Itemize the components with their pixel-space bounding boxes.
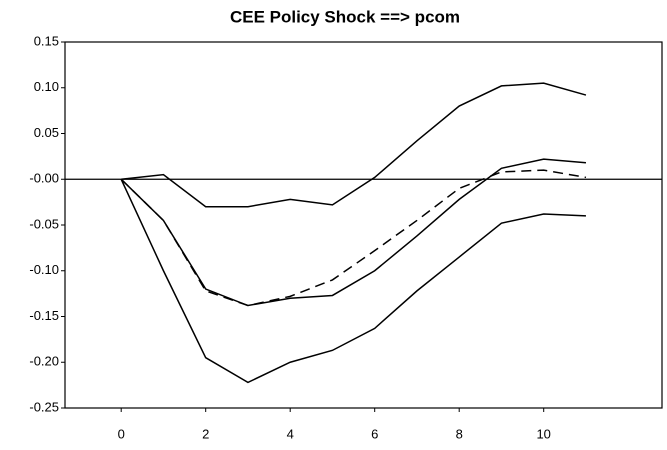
x-tick-label: 0 [118, 426, 125, 441]
y-tick-label: -0.10 [29, 262, 59, 277]
y-tick-label: -0.00 [29, 171, 59, 186]
y-tick-label: -0.25 [29, 399, 59, 414]
x-tick-label: 8 [456, 426, 463, 441]
y-tick-label: 0.15 [34, 33, 59, 48]
x-tick-label: 4 [287, 426, 294, 441]
series-line [120, 158, 587, 307]
y-tick-label: 0.05 [34, 125, 59, 140]
x-tick-label: 6 [371, 426, 378, 441]
y-tick-label: -0.20 [29, 354, 59, 369]
plot-frame [64, 41, 663, 409]
y-tick-label: 0.10 [34, 79, 59, 94]
x-tick-label: 2 [202, 426, 209, 441]
series-line [121, 82, 587, 208]
series-line [120, 169, 587, 307]
chart-title: CEE Policy Shock ==> pcom [230, 7, 460, 26]
y-tick-label: -0.05 [29, 216, 59, 231]
x-tick-label: 10 [536, 426, 550, 441]
series-line [120, 178, 586, 384]
y-tick-label: -0.15 [29, 308, 59, 323]
